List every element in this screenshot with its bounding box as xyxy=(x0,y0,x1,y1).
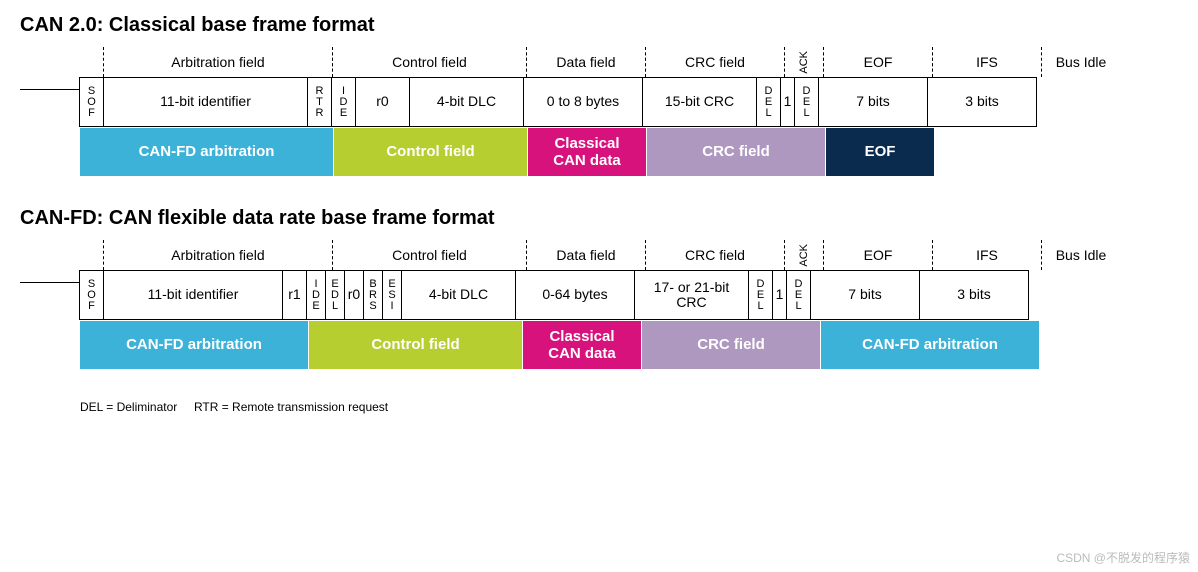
frame-cell: r0 xyxy=(344,270,364,320)
frame-cell: 3 bits xyxy=(927,77,1037,127)
field-group: Control field xyxy=(332,47,527,77)
field-group: EOF xyxy=(823,47,933,77)
watermark: CSDN @不脱发的程序猿 xyxy=(1056,549,1190,566)
field-group: Bus Idle xyxy=(1041,47,1121,77)
frame-cell: DEL xyxy=(748,270,773,320)
frame-cell: r1 xyxy=(282,270,307,320)
field-group: Arbitration field xyxy=(103,47,333,77)
frame-cell: 0-64 bytes xyxy=(515,270,635,320)
field-group: CRC field xyxy=(645,240,785,270)
field-group: CRC field xyxy=(645,47,785,77)
summary-block: ClassicalCAN data xyxy=(522,320,642,370)
frame-cell: ESI xyxy=(382,270,402,320)
bus-line-lead xyxy=(20,89,80,90)
field-group xyxy=(79,47,104,77)
frame-cell: BRS xyxy=(363,270,383,320)
field-group: IFS xyxy=(932,240,1042,270)
field-group: ACK xyxy=(784,240,824,270)
footnote-rtr: RTR = Remote transmission request xyxy=(194,400,388,414)
frame-cell: 11-bit identifier xyxy=(103,77,308,127)
canfd-title: CAN-FD: CAN flexible data rate base fram… xyxy=(20,207,1178,230)
frame-cell: IDE xyxy=(306,270,326,320)
bus-line-lead xyxy=(20,282,80,283)
field-group: Arbitration field xyxy=(103,240,333,270)
frame-cell: 7 bits xyxy=(818,77,928,127)
frame-cell: 3 bits xyxy=(919,270,1029,320)
field-group: Data field xyxy=(526,240,646,270)
frame-cell: 1 xyxy=(772,270,787,320)
field-group: Bus Idle xyxy=(1041,240,1121,270)
summary-block: CAN-FD arbitration xyxy=(79,127,334,177)
frame-cell: SOF xyxy=(79,77,104,127)
frame-cell: 7 bits xyxy=(810,270,920,320)
frame-cell: r0 xyxy=(355,77,410,127)
frame-cell: 4-bit DLC xyxy=(401,270,516,320)
footnote: DEL = Deliminator RTR = Remote transmiss… xyxy=(80,400,1178,414)
frame-cell: SOF xyxy=(79,270,104,320)
frame-cell: DEL xyxy=(786,270,811,320)
frame-cell: IDE xyxy=(331,77,356,127)
can20-title: CAN 2.0: Classical base frame format xyxy=(20,14,1178,37)
frame-cell: 15-bit CRC xyxy=(642,77,757,127)
canfd-diagram: Arbitration fieldControl fieldData field… xyxy=(20,240,1178,370)
field-group: EOF xyxy=(823,240,933,270)
frame-cell: 1 xyxy=(780,77,795,127)
frame-cell: DEL xyxy=(794,77,819,127)
field-group: ACK xyxy=(784,47,824,77)
frame-cell: 11-bit identifier xyxy=(103,270,283,320)
field-group: IFS xyxy=(932,47,1042,77)
frame-cell: DEL xyxy=(756,77,781,127)
summary-block: CAN-FD arbitration xyxy=(820,320,1040,370)
summary-block: CRC field xyxy=(641,320,821,370)
frame-cell: EDL xyxy=(325,270,345,320)
field-group: Data field xyxy=(526,47,646,77)
summary-block: CRC field xyxy=(646,127,826,177)
frame-cell: 0 to 8 bytes xyxy=(523,77,643,127)
summary-block: ClassicalCAN data xyxy=(527,127,647,177)
summary-block: Control field xyxy=(308,320,523,370)
summary-block: CAN-FD arbitration xyxy=(79,320,309,370)
field-group: Control field xyxy=(332,240,527,270)
frame-cell: 17- or 21-bitCRC xyxy=(634,270,749,320)
frame-cell: RTR xyxy=(307,77,332,127)
summary-block: Control field xyxy=(333,127,528,177)
can20-diagram: Arbitration fieldControl fieldData field… xyxy=(20,47,1178,177)
field-group xyxy=(79,240,104,270)
summary-block: EOF xyxy=(825,127,935,177)
footnote-del: DEL = Deliminator xyxy=(80,400,177,414)
frame-cell: 4-bit DLC xyxy=(409,77,524,127)
